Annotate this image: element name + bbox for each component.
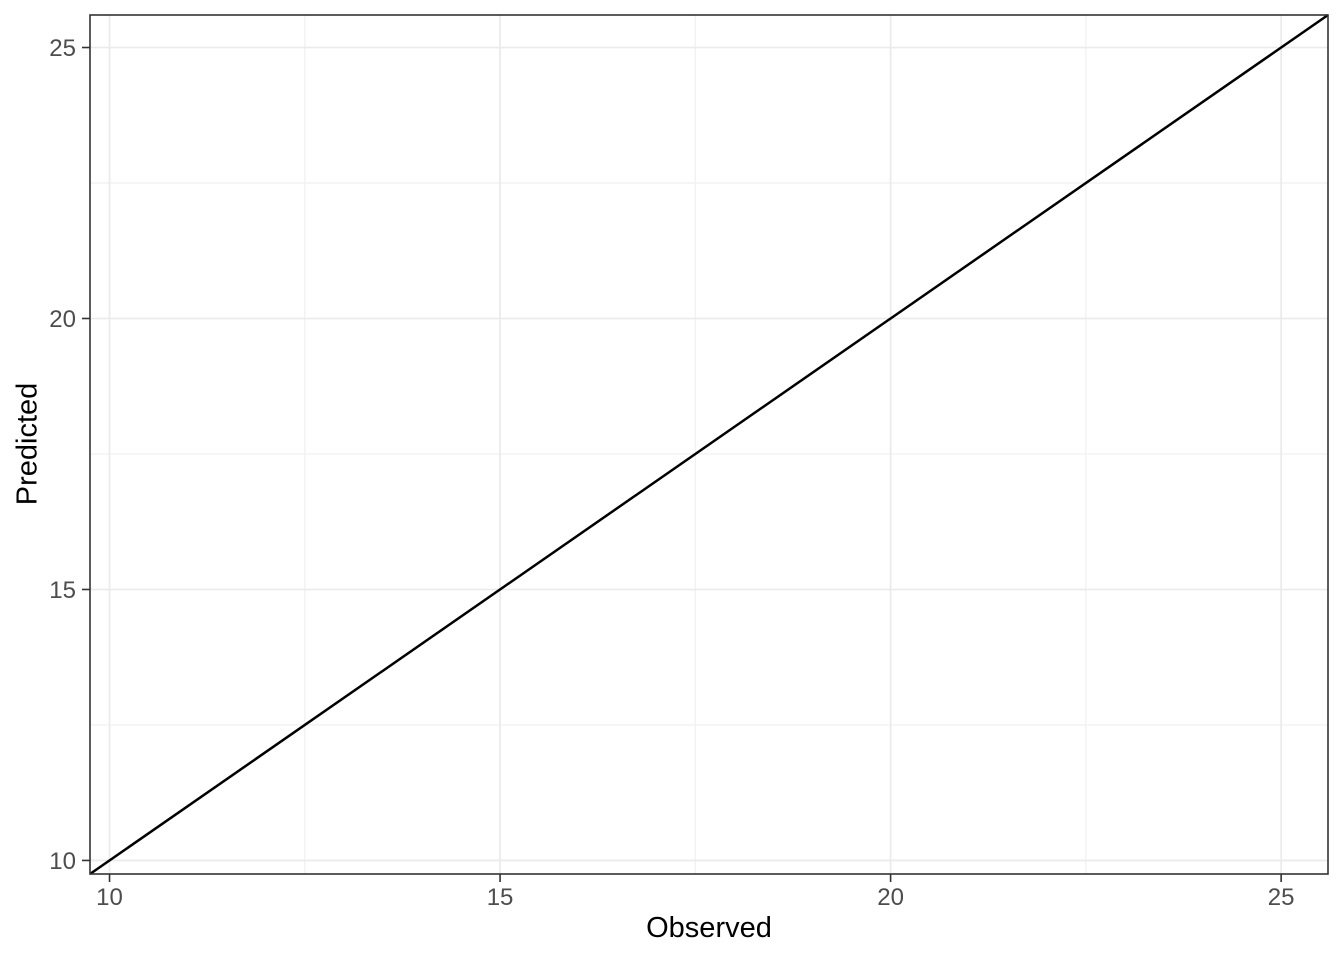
y-tick-label: 15 — [49, 577, 76, 604]
y-axis-title: Predicted — [11, 382, 44, 506]
y-tick-label: 20 — [49, 306, 76, 333]
y-tick-label: 25 — [49, 35, 76, 62]
x-tick-label: 25 — [1268, 884, 1295, 911]
panel-border — [89, 14, 1329, 875]
x-axis-title: Observed — [646, 912, 772, 944]
x-tick-label: 15 — [487, 884, 514, 911]
x-tick-label: 10 — [96, 884, 123, 911]
x-tick-label: 20 — [877, 884, 904, 911]
y-tick-label: 10 — [49, 848, 76, 875]
identity-line — [89, 13, 1329, 876]
